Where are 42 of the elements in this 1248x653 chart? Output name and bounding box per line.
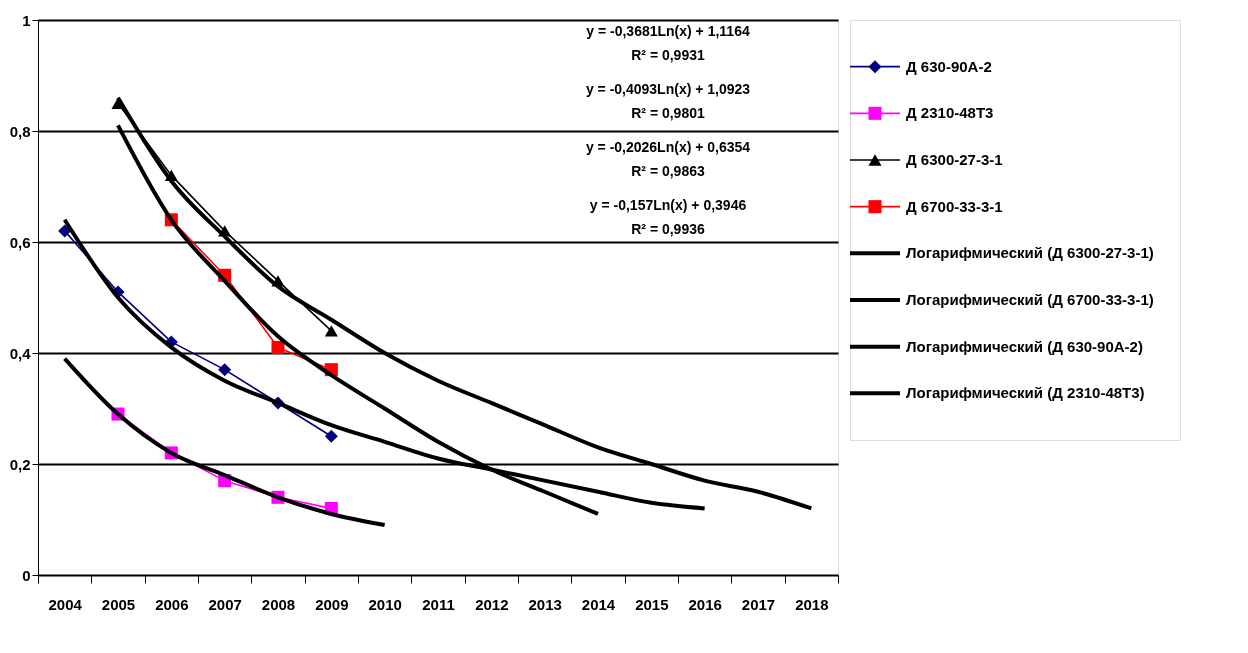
x-tick-label: 2013 [528,595,562,613]
point [271,340,285,354]
x-tick-label: 2014 [581,595,616,613]
x-tick-label: 2017 [741,595,776,613]
point [218,363,232,377]
x-tick-label: 2018 [795,595,829,613]
x-tick-label: 2016 [688,595,722,613]
x-tick-label: 2005 [101,595,136,613]
legend-label: Д 6700-33-3-1 [906,197,1003,215]
legend-label: Д 2310-48Т3 [906,104,994,122]
annotation: R² = 0,9936 [631,221,705,237]
legend-label: Д 630-90А-2 [906,57,992,75]
legend-label: Логарифмический (Д 630-90А-2) [906,337,1143,355]
y-tick-label: 0 [22,566,31,584]
legend-label: Логарифмический (Д 2310-48Т3) [906,384,1145,402]
y-tick-label: 0,8 [9,122,31,140]
annotation: R² = 0,9931 [631,47,705,63]
x-tick-label: 2015 [635,595,669,613]
legend-label: Д 6300-27-3-1 [906,151,1003,168]
legend-label: Логарифмический (Д 6300-27-3-1) [906,244,1154,262]
x-tick-label: 2009 [315,595,349,613]
point [58,224,72,238]
legend-label: Логарифмический (Д 6700-33-3-1) [906,291,1154,308]
annotation: y = -0,4093Ln(x) + 1,0923 [585,81,751,97]
y-tick-label: 1 [22,11,31,29]
y-tick-label: 0,2 [9,455,31,473]
y-tick-label: 0,4 [9,344,32,362]
x-tick-label: 2006 [155,595,189,613]
annotation: R² = 0,9863 [631,163,705,179]
x-tick-label: 2008 [261,595,296,613]
annotation: y = -0,2026Ln(x) + 0,6354 [585,139,751,155]
x-tick-label: 2004 [48,595,83,613]
x-tick-label: 2007 [208,595,242,613]
annotation: R² = 0,9801 [631,105,705,121]
x-tick-label: 2011 [422,595,455,613]
point [324,325,338,337]
x-tick-label: 2012 [475,595,509,613]
y-tick-label: 0,6 [9,233,31,251]
x-tick-label: 2010 [368,595,402,613]
point [324,429,338,443]
annotation: y = -0,157Ln(x) + 0,3946 [589,197,747,213]
annotation: y = -0,3681Ln(x) + 1,1164 [586,23,750,39]
